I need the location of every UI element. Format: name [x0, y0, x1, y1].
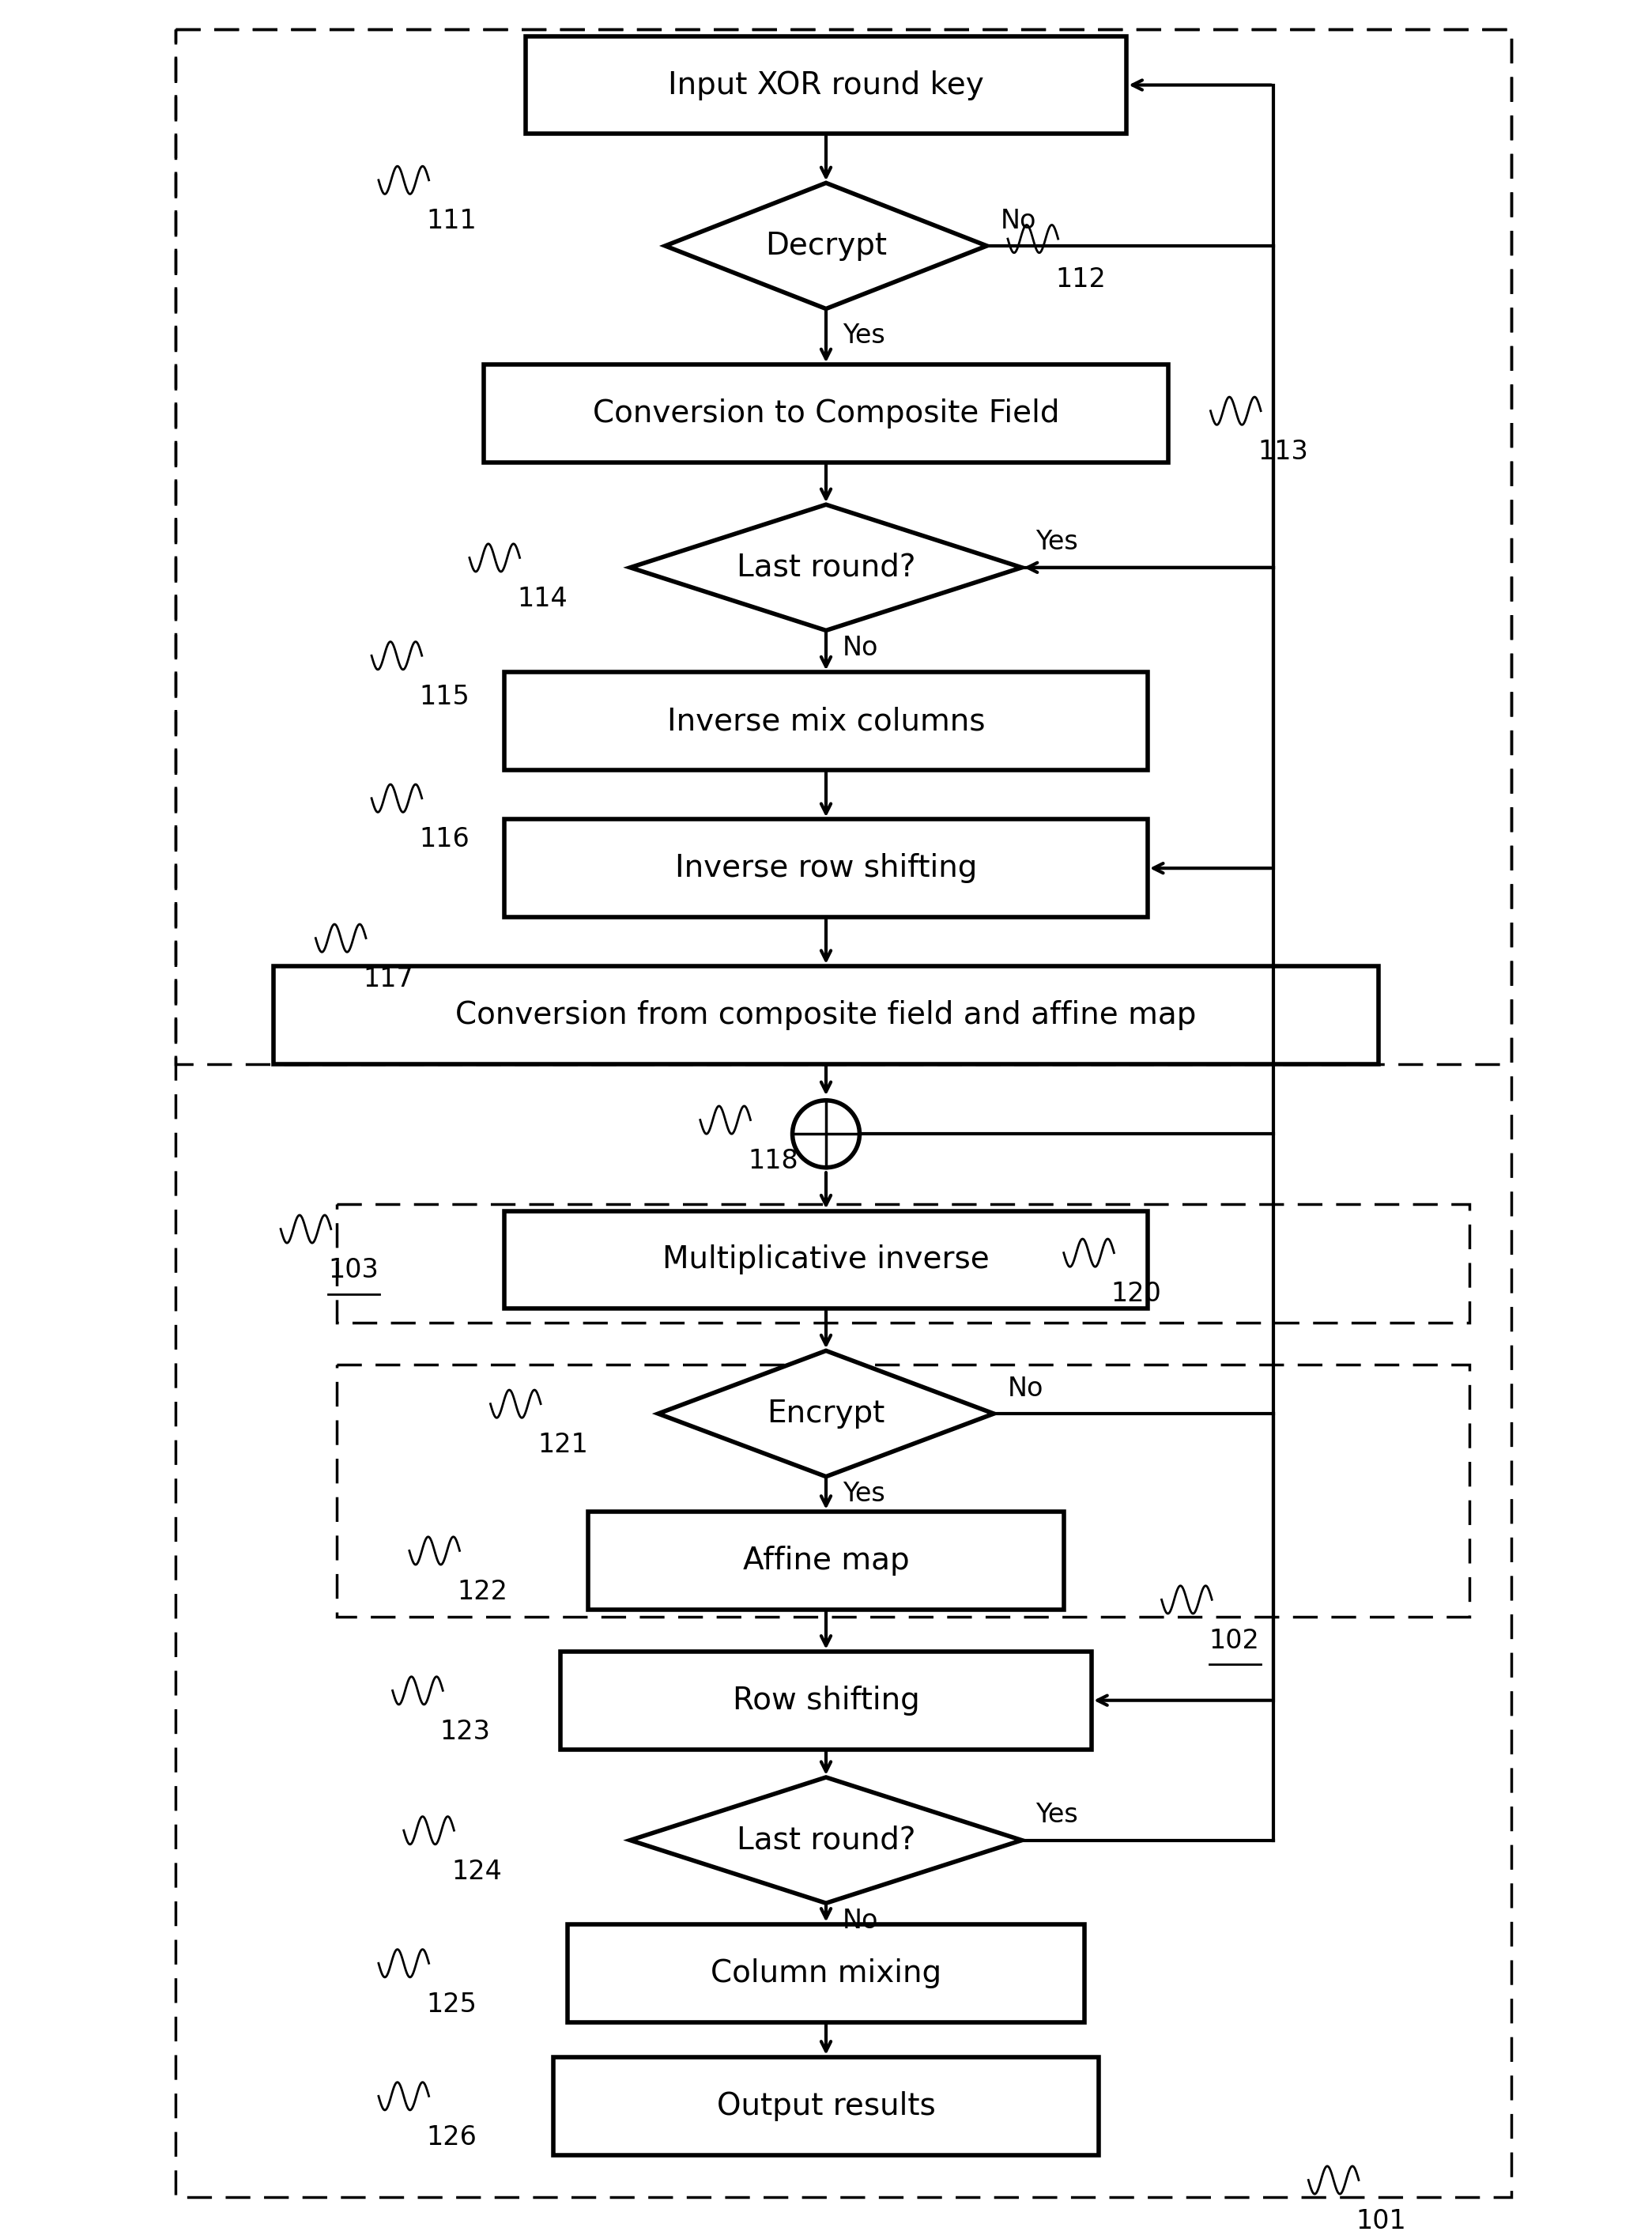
Text: 114: 114 [517, 587, 567, 611]
FancyBboxPatch shape [274, 965, 1378, 1064]
Text: 101: 101 [1356, 2208, 1406, 2235]
Polygon shape [657, 1350, 995, 1476]
FancyBboxPatch shape [560, 1652, 1092, 1749]
Text: Multiplicative inverse: Multiplicative inverse [662, 1245, 990, 1274]
Text: Row shifting: Row shifting [732, 1686, 920, 1715]
Text: 125: 125 [426, 1990, 476, 2017]
Polygon shape [631, 1778, 1021, 1903]
Polygon shape [631, 504, 1021, 631]
Text: Encrypt: Encrypt [767, 1399, 885, 1428]
FancyBboxPatch shape [553, 2058, 1099, 2154]
Text: Yes: Yes [1036, 528, 1079, 555]
Text: 124: 124 [451, 1858, 502, 1885]
FancyBboxPatch shape [567, 1923, 1085, 2022]
Text: Decrypt: Decrypt [765, 231, 887, 262]
Text: No: No [843, 1908, 879, 1934]
Text: Inverse row shifting: Inverse row shifting [676, 853, 976, 882]
Text: Yes: Yes [843, 1480, 885, 1507]
Text: 118: 118 [748, 1149, 798, 1173]
Text: No: No [843, 634, 879, 661]
Text: 120: 120 [1112, 1281, 1161, 1308]
Text: 115: 115 [420, 683, 469, 710]
Text: 123: 123 [439, 1720, 491, 1744]
Text: Column mixing: Column mixing [710, 1959, 942, 1988]
Text: No: No [1008, 1375, 1044, 1402]
Text: 116: 116 [420, 826, 469, 853]
FancyBboxPatch shape [484, 365, 1168, 463]
Text: 112: 112 [1056, 266, 1105, 293]
Text: 122: 122 [458, 1578, 507, 1605]
Text: 126: 126 [426, 2125, 476, 2149]
FancyBboxPatch shape [504, 1211, 1148, 1310]
Text: Yes: Yes [843, 322, 885, 349]
Text: 102: 102 [1209, 1628, 1259, 1655]
FancyBboxPatch shape [525, 36, 1127, 134]
FancyBboxPatch shape [504, 672, 1148, 770]
Text: 113: 113 [1259, 439, 1308, 466]
Text: Conversion from composite field and affine map: Conversion from composite field and affi… [456, 1001, 1196, 1030]
Circle shape [793, 1099, 859, 1167]
FancyBboxPatch shape [588, 1511, 1064, 1610]
Text: 111: 111 [426, 208, 476, 235]
Text: Output results: Output results [717, 2091, 935, 2120]
Text: Inverse mix columns: Inverse mix columns [667, 705, 985, 737]
Text: No: No [1001, 208, 1037, 233]
Text: Input XOR round key: Input XOR round key [667, 69, 985, 101]
Polygon shape [666, 184, 986, 309]
Text: Yes: Yes [1036, 1802, 1079, 1827]
Text: 121: 121 [539, 1431, 588, 1458]
Text: Last round?: Last round? [737, 1825, 915, 1856]
Text: Last round?: Last round? [737, 553, 915, 582]
Text: Affine map: Affine map [743, 1545, 909, 1576]
Text: 117: 117 [363, 965, 413, 992]
FancyBboxPatch shape [504, 819, 1148, 918]
Text: 103: 103 [329, 1256, 378, 1283]
Text: Conversion to Composite Field: Conversion to Composite Field [593, 399, 1059, 428]
